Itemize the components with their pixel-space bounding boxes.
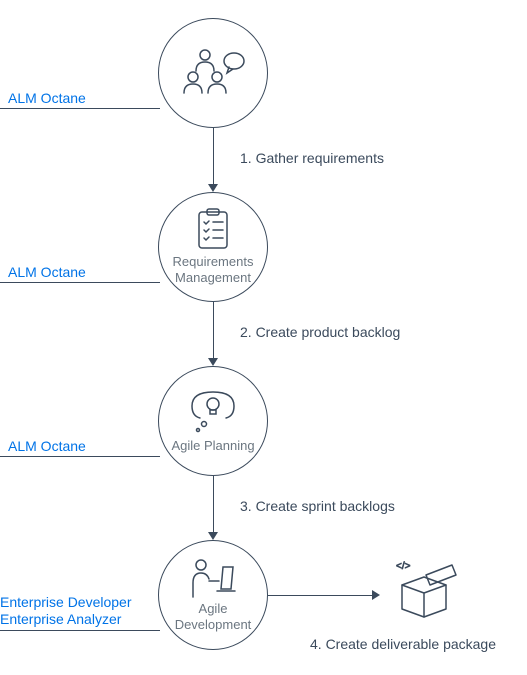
node-label-line: Requirements <box>173 254 254 270</box>
side-label-2: ALM Octane <box>8 264 86 281</box>
arrowhead-1 <box>208 184 218 192</box>
connector-4 <box>268 595 374 596</box>
side-label-3: ALM Octane <box>8 438 86 455</box>
node-label-line: Management <box>173 270 254 286</box>
node-label-4: Agile Development <box>175 601 252 632</box>
node-label-2: Requirements Management <box>173 254 254 285</box>
node-development: Agile Development <box>158 540 268 650</box>
side-underline-1 <box>0 108 160 109</box>
node-planning: Agile Planning <box>158 366 268 476</box>
side-underline-3 <box>0 456 160 457</box>
side-underline-4 <box>0 630 160 631</box>
step-1: 1. Gather requirements <box>240 150 384 167</box>
side-label-1: ALM Octane <box>8 90 86 107</box>
side-label-line: ALM Octane <box>8 90 86 107</box>
side-label-line: ALM Octane <box>8 264 86 281</box>
side-label-line: Enterprise Developer <box>0 594 132 611</box>
connector-2 <box>213 302 214 360</box>
arrowhead-2 <box>208 358 218 366</box>
node-label-line: Agile Planning <box>171 438 254 454</box>
node-gather <box>158 18 268 128</box>
package-icon: </> <box>388 555 460 626</box>
side-label-line: Enterprise Analyzer <box>0 611 132 628</box>
lightbulb-icon <box>190 388 236 434</box>
node-label-line: Development <box>175 617 252 633</box>
clipboard-icon <box>195 208 231 250</box>
node-label-line: Agile <box>175 601 252 617</box>
connector-1 <box>213 128 214 186</box>
node-label-3: Agile Planning <box>171 438 254 454</box>
svg-text:</>: </> <box>396 561 411 572</box>
step-2: 2. Create product backlog <box>240 324 400 341</box>
developer-icon <box>187 557 239 599</box>
step-4: 4. Create deliverable package <box>310 636 496 653</box>
side-label-4: Enterprise Developer Enterprise Analyzer <box>0 594 132 628</box>
side-underline-2 <box>0 282 160 283</box>
arrowhead-4 <box>372 590 380 600</box>
side-label-line: ALM Octane <box>8 438 86 455</box>
node-requirements: Requirements Management <box>158 192 268 302</box>
people-icon <box>179 47 247 99</box>
arrowhead-3 <box>208 532 218 540</box>
connector-3 <box>213 476 214 534</box>
step-3: 3. Create sprint backlogs <box>240 498 395 515</box>
